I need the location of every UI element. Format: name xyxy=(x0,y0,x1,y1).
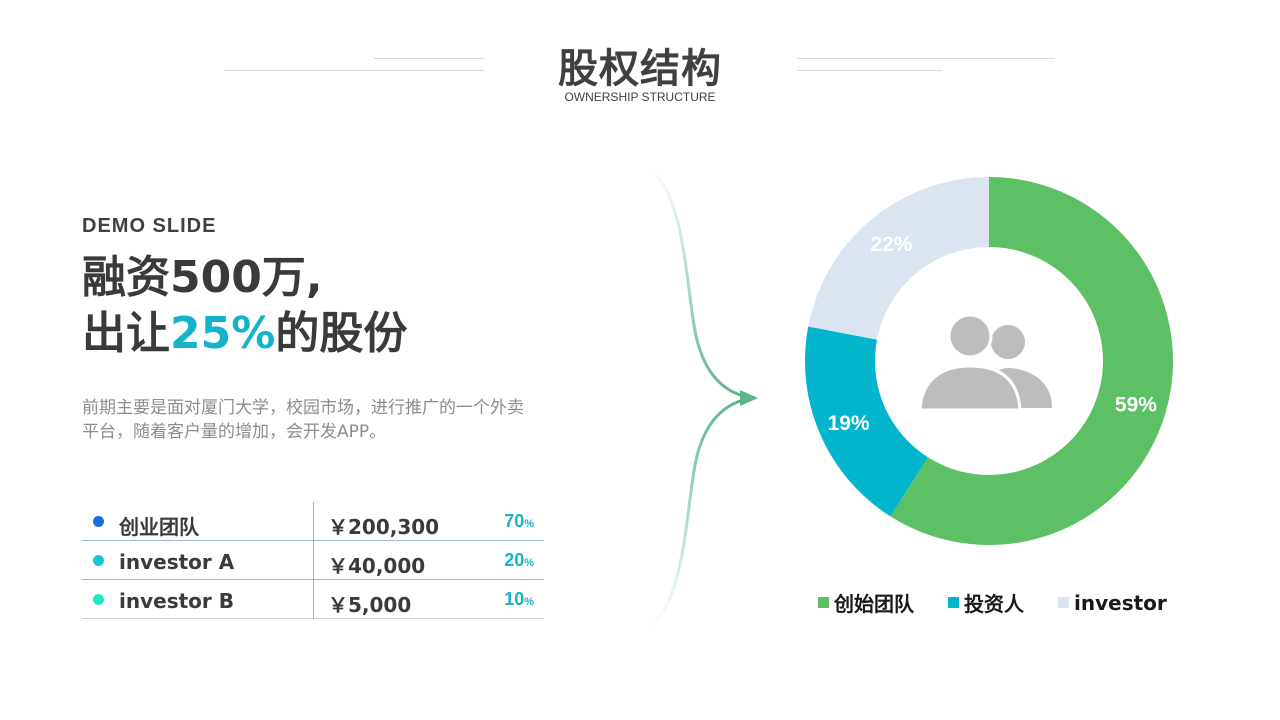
headline-suffix: 的股份 xyxy=(275,308,408,359)
users-icon xyxy=(918,313,1052,412)
headline-line-2: 出让25%的股份 xyxy=(82,306,407,362)
headline-line-1: 融资500万, xyxy=(82,252,323,303)
row-percent-unit: % xyxy=(524,557,534,569)
chart-legend: 创始团队 投资人 investor xyxy=(818,588,1167,617)
eyebrow-label: DEMO SLIDE xyxy=(82,215,217,237)
legend-item: 投资人 xyxy=(948,588,1024,617)
slice-label: 19% xyxy=(828,412,870,435)
header-line-left-bottom xyxy=(224,70,484,71)
row-amount: ￥200,300 xyxy=(328,515,440,539)
row-dot xyxy=(93,555,104,566)
legend-item: investor xyxy=(1058,588,1167,617)
legend-label: investor xyxy=(1074,590,1167,615)
row-amount: ￥40,000 xyxy=(328,554,426,578)
row-percent: 20% xyxy=(504,550,534,571)
row-percent-value: 70 xyxy=(504,511,525,531)
header-line-left-top xyxy=(374,58,484,59)
description-text: 前期主要是面对厦门大学，校园市场，进行推广的一个外卖平台，随着客户量的增加，会开… xyxy=(82,398,524,442)
donut-slice xyxy=(808,177,989,340)
row-name: 创业团队 xyxy=(119,515,199,539)
row-dot xyxy=(93,594,104,605)
legend-label: 投资人 xyxy=(964,592,1024,616)
row-amount: ￥5,000 xyxy=(328,593,412,617)
slice-label: 59% xyxy=(1115,394,1157,417)
table-column-divider xyxy=(313,502,314,619)
header-line-right-top xyxy=(797,58,1055,59)
row-name: investor B xyxy=(119,589,234,613)
legend-swatch xyxy=(818,597,829,608)
slice-label: 22% xyxy=(870,233,912,256)
row-percent: 70% xyxy=(504,511,534,532)
donut-slice xyxy=(890,177,1173,545)
row-percent: 10% xyxy=(504,589,534,610)
table-row: 创业团队 ￥200,300 70% xyxy=(82,502,544,541)
row-percent-unit: % xyxy=(524,596,534,608)
legend-swatch xyxy=(948,597,959,608)
row-dot xyxy=(93,516,104,527)
page-subtitle: OWNERSHIP STRUCTURE xyxy=(564,90,716,104)
table-row: investor B ￥5,000 10% xyxy=(82,580,544,619)
headline-prefix: 出让 xyxy=(82,308,170,359)
brace-arrow-decoration xyxy=(640,166,758,630)
row-name: investor A xyxy=(119,550,235,574)
row-percent-unit: % xyxy=(524,518,534,530)
ownership-donut-chart: 59% 19% 22% xyxy=(805,177,1173,545)
header-line-right-bottom xyxy=(797,70,942,71)
headline-accent: 25% xyxy=(170,308,276,359)
headline: 融资500万, 出让25%的股份 xyxy=(82,250,407,362)
row-percent-value: 20 xyxy=(504,550,525,570)
legend-item: 创始团队 xyxy=(818,588,914,617)
donut-slice xyxy=(805,326,928,517)
legend-swatch xyxy=(1058,597,1069,608)
legend-label: 创始团队 xyxy=(834,592,914,616)
row-percent-value: 10 xyxy=(504,589,525,609)
page-title: 股权结构 xyxy=(558,46,722,92)
